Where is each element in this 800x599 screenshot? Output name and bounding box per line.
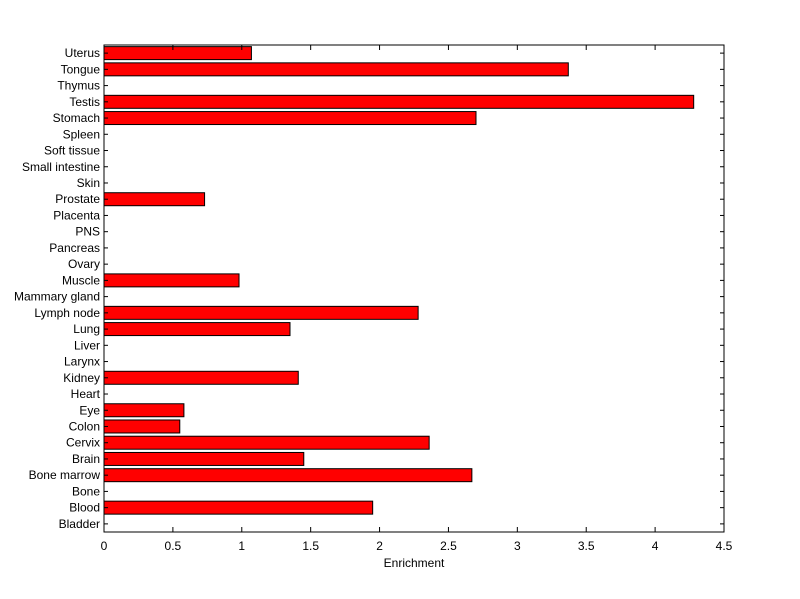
x-tick-label: 3.5 (578, 539, 595, 553)
y-tick-label: Testis (69, 95, 100, 109)
y-tick-label: Spleen (63, 127, 100, 141)
y-tick-label: Lymph node (34, 306, 100, 320)
bar-muscle (103, 273, 240, 288)
x-tick-label: 4 (652, 539, 659, 553)
x-tick-label: 4.5 (716, 539, 733, 553)
y-tick-label: Muscle (62, 273, 100, 287)
y-tick-label: Ovary (68, 257, 100, 271)
bar-eye (103, 403, 185, 418)
bar-kidney (103, 370, 299, 385)
x-tick-label: 0 (101, 539, 108, 553)
y-tick-label: Uterus (65, 46, 100, 60)
y-tick-label: Small intestine (22, 160, 100, 174)
y-tick-label: Brain (72, 452, 100, 466)
x-tick-label: 3 (514, 539, 521, 553)
bar-testis (103, 94, 695, 109)
y-tick-label: Mammary gland (14, 290, 100, 304)
y-tick-label: PNS (75, 225, 100, 239)
y-tick-label: Heart (71, 387, 101, 401)
plot-background (104, 45, 724, 532)
bar-brain (103, 451, 305, 466)
y-axis-ticks: Bladder Blood Bone Bone marrow Brain Cervix Co… (14, 46, 724, 531)
bar-bone-marrow (103, 468, 473, 483)
y-tick-label: Cervix (66, 436, 100, 450)
x-axis-title: Enrichment (384, 556, 445, 570)
bar-prostate (103, 192, 206, 207)
y-tick-label: Bladder (59, 517, 100, 531)
plot-frame (103, 44, 725, 533)
x-tick-label: 1.5 (302, 539, 319, 553)
y-tick-label: Pancreas (49, 241, 100, 255)
bar-stomach (103, 111, 477, 126)
y-tick-label: Soft tissue (44, 144, 100, 158)
y-tick-label: Placenta (53, 208, 100, 222)
x-tick-label: 0.5 (165, 539, 182, 553)
y-tick-label: Larynx (64, 355, 100, 369)
bar-tongue (103, 62, 569, 77)
bar-colon (103, 419, 181, 434)
y-tick-label: Colon (69, 419, 100, 433)
bar-uterus (103, 46, 252, 61)
y-tick-label: Stomach (53, 111, 100, 125)
y-tick-label: Lung (73, 322, 100, 336)
bar-lung (103, 322, 291, 337)
y-tick-label: Thymus (57, 79, 100, 93)
y-tick-label: Bone marrow (29, 468, 101, 482)
bar-cervix (103, 435, 430, 450)
bar-lymph-node (103, 305, 419, 320)
x-tick-label: 2 (376, 539, 383, 553)
x-axis-ticks: 0 0.5 1 1.5 2 2.5 3 3.5 4 4.5 (101, 45, 733, 553)
y-tick-label: Skin (77, 176, 100, 190)
y-tick-label: Bone (72, 484, 100, 498)
x-tick-label: 2.5 (440, 539, 457, 553)
y-tick-label: Prostate (55, 192, 100, 206)
y-tick-label: Liver (74, 338, 100, 352)
y-tick-label: Kidney (63, 371, 100, 385)
y-tick-label: Blood (69, 501, 100, 515)
x-tick-label: 1 (238, 539, 245, 553)
bar-blood (103, 500, 374, 515)
y-tick-label: Tongue (61, 62, 101, 76)
y-tick-label: Eye (79, 403, 100, 417)
